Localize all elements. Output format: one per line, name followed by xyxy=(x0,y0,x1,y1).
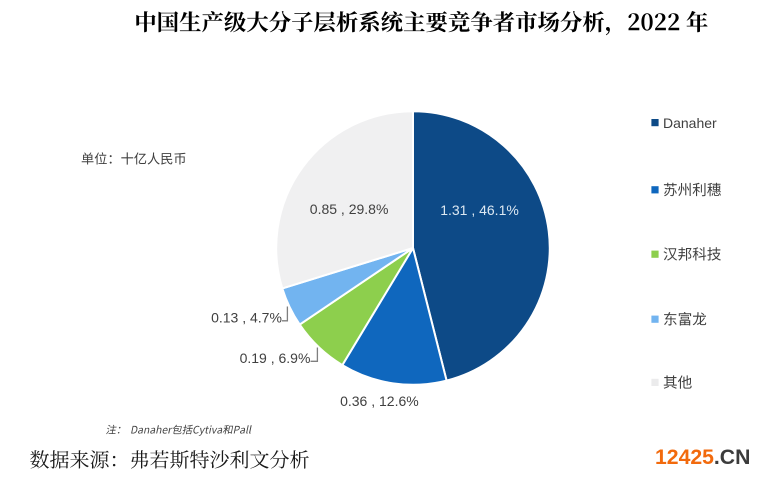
svg-text:0.13 , 4.7%: 0.13 , 4.7% xyxy=(211,310,282,326)
svg-text:0.19 , 6.9%: 0.19 , 6.9% xyxy=(240,350,311,366)
svg-text:1.31 , 46.1%: 1.31 , 46.1% xyxy=(440,202,519,218)
svg-text:0.85 , 29.8%: 0.85 , 29.8% xyxy=(310,201,389,217)
svg-text:0.36 , 12.6%: 0.36 , 12.6% xyxy=(340,393,419,409)
svg-text:Danaher: Danaher xyxy=(663,115,717,131)
svg-text:12425.CN: 12425.CN xyxy=(655,446,750,469)
